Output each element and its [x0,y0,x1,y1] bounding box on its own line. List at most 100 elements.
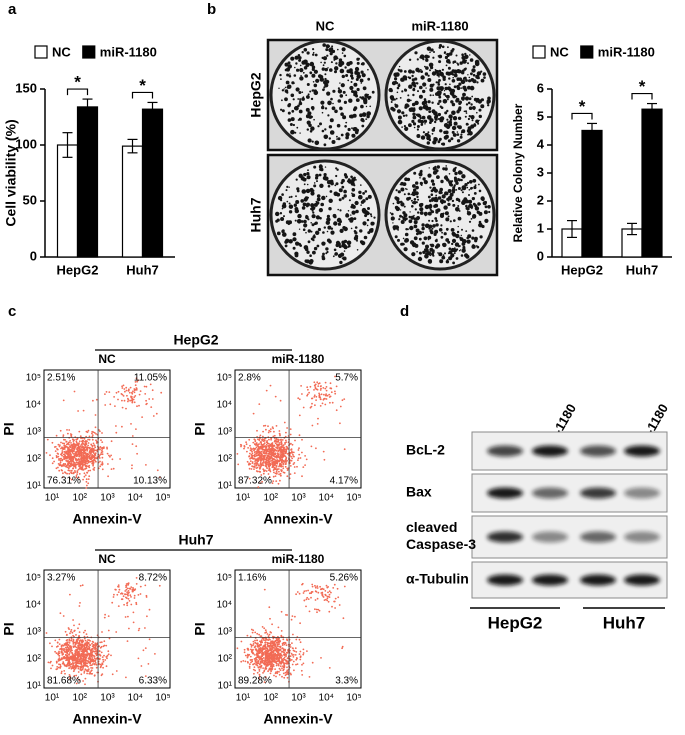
colony-dot [407,94,410,97]
colony-dot [416,216,420,220]
flow-event [316,423,319,425]
colony-dot [397,190,401,194]
colony-dot [430,179,435,183]
colony-dot [333,58,336,61]
flow-event [100,463,103,466]
flow-event [85,650,88,653]
flow-event [144,393,147,395]
flow-event [82,443,85,445]
flow-event [63,456,65,458]
flow-event [289,465,292,467]
colony-dot [370,215,373,218]
flow-event [255,458,257,460]
colony-dot [447,86,451,91]
colony-dot [419,207,424,212]
flow-event [248,463,251,466]
flow-event [82,450,85,453]
flow-event [278,671,280,673]
colony-dot [290,93,295,98]
flow-event [275,675,277,678]
colony-dot [336,123,341,128]
flow-event [93,469,95,471]
flow-event [247,649,250,651]
colony-dot [445,165,448,167]
flow-event [282,444,284,447]
colony-dot [473,192,477,195]
flow-event [256,449,259,451]
flow-event [144,584,147,587]
colony-dot [361,124,365,128]
flow-event [277,468,280,470]
colony-dot [335,182,339,186]
colony-dot [312,51,315,54]
flow-event [285,660,288,663]
colony-dot [367,194,372,199]
colony-dot [433,245,435,247]
colony-dot [296,126,299,129]
colony-dot [321,67,325,71]
flow-event [80,456,83,459]
flow-event [280,465,283,468]
colony-dot [323,61,326,64]
flow-event [292,453,294,456]
flow-event [277,438,279,441]
colony-dot [420,123,424,126]
flow-event [134,395,137,397]
colony-dot [310,222,313,224]
flow-event [290,673,292,676]
flow-event [281,655,283,657]
colony-dot [439,259,444,264]
colony-dot [412,200,417,205]
error-bar [82,98,93,116]
colony-dot [428,110,432,113]
flow-event [125,386,128,389]
colony-dot [334,109,338,114]
flow-event [237,463,240,466]
flow-event [82,657,85,660]
flow-event [262,435,264,438]
colony-dot [429,254,432,257]
colony-dot [451,110,456,116]
colony-dot [328,137,331,140]
colony-dot [467,62,469,65]
flow-event [61,648,63,651]
colony-dot [434,217,438,220]
flow-event [83,662,85,665]
flow-event [267,670,269,673]
flow-event [58,652,61,655]
colony-dot [313,206,316,209]
flow-event [101,441,104,443]
colony-dot [341,196,345,200]
colony-dot [419,85,423,90]
flow-event [283,651,285,654]
colony-dot [311,209,314,212]
flow-event [262,448,264,451]
colony-dot [476,75,480,80]
flow-event [78,646,81,649]
colony-dot [471,95,474,98]
colony-dot [452,186,456,190]
flow-event [132,621,135,624]
flow-event [259,456,261,459]
flow-event [66,453,69,456]
flow-event [285,441,288,443]
colony-dot [486,101,490,105]
colony-dot [461,185,466,190]
colony-dot [442,99,448,104]
flow-event [72,670,75,673]
flow-event [83,646,86,649]
colony-dot [411,70,415,74]
colony-dot [399,209,402,211]
flow-event [78,658,80,661]
colony-dot [430,49,433,52]
flow-event [101,673,104,675]
colony-dot [421,223,425,227]
colony-dot [296,68,300,72]
flow-event [86,664,88,667]
flow-event [59,444,61,446]
flow-event [70,478,73,481]
flow-event [282,642,285,644]
colony-dot [441,68,444,71]
flow-event [263,669,266,672]
colony-dot [287,84,292,89]
